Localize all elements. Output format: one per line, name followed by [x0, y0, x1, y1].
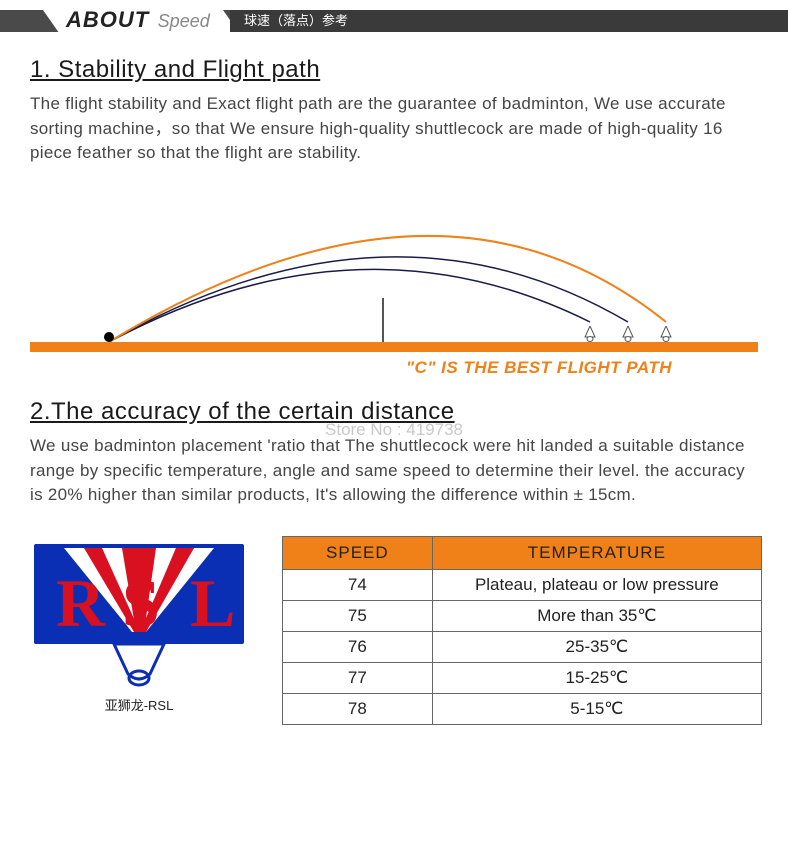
land-label: C: [663, 354, 670, 364]
net-line: [382, 298, 384, 342]
rsl-logo-svg: RSL: [24, 536, 254, 691]
table-row: 7625-35℃: [283, 631, 762, 662]
section1-body: The flight stability and Exact flight pa…: [30, 92, 758, 166]
section1-title: 1. Stability and Flight path: [30, 56, 758, 84]
cell-temperature: More than 35℃: [432, 600, 761, 631]
header-subtitle-cn: 球速（落点）参考: [230, 10, 788, 32]
col-header-temperature: TEMPERATURE: [432, 536, 761, 569]
shuttle-icon: [622, 326, 634, 342]
table-body: 74Plateau, plateau or low pressure75More…: [283, 569, 762, 724]
cell-speed: 78: [283, 693, 433, 724]
cell-temperature: 5-15℃: [432, 693, 761, 724]
flight-path-diagram: "C" IS THE BEST FLIGHT PATH A B C: [30, 186, 758, 376]
speed-temperature-table: SPEEDTEMPERATURE 74Plateau, plateau or l…: [282, 536, 762, 725]
table-row: 7715-25℃: [283, 662, 762, 693]
table-row: 75More than 35℃: [283, 600, 762, 631]
col-header-speed: SPEED: [283, 536, 433, 569]
flight-arcs-svg: [30, 186, 758, 356]
land-label: A: [587, 354, 594, 364]
shuttle-icon: [660, 326, 672, 342]
cell-speed: 74: [283, 569, 433, 600]
diagram-caption: "C" IS THE BEST FLIGHT PATH: [406, 358, 672, 378]
cell-temperature: 15-25℃: [432, 662, 761, 693]
court-line: [30, 342, 758, 352]
section2-body: We use badminton placement 'ratio that T…: [30, 434, 758, 508]
header-title-sub: Speed: [158, 11, 210, 31]
table-row: 74Plateau, plateau or low pressure: [283, 569, 762, 600]
land-label: B: [625, 354, 632, 364]
rsl-logo-caption: 亚狮龙-RSL: [14, 695, 264, 714]
svg-text:S: S: [122, 565, 160, 641]
cell-temperature: 25-35℃: [432, 631, 761, 662]
header-title-main: ABOUT: [66, 7, 149, 32]
section2-title: 2.The accuracy of the certain distance: [30, 398, 758, 426]
shuttle-icon: [584, 326, 596, 342]
launch-point: [104, 332, 114, 342]
rsl-logo: RSL 亚狮龙-RSL: [14, 536, 264, 714]
cell-temperature: Plateau, plateau or low pressure: [432, 569, 761, 600]
table-row: 785-15℃: [283, 693, 762, 724]
cell-speed: 77: [283, 662, 433, 693]
table-header-row: SPEEDTEMPERATURE: [283, 536, 762, 569]
svg-text:L: L: [190, 565, 235, 641]
cell-speed: 76: [283, 631, 433, 662]
header-bar: ABOUT Speed 球速（落点）参考: [0, 6, 788, 38]
header-title: ABOUT Speed: [66, 7, 210, 33]
svg-text:R: R: [56, 565, 106, 641]
cell-speed: 75: [283, 600, 433, 631]
